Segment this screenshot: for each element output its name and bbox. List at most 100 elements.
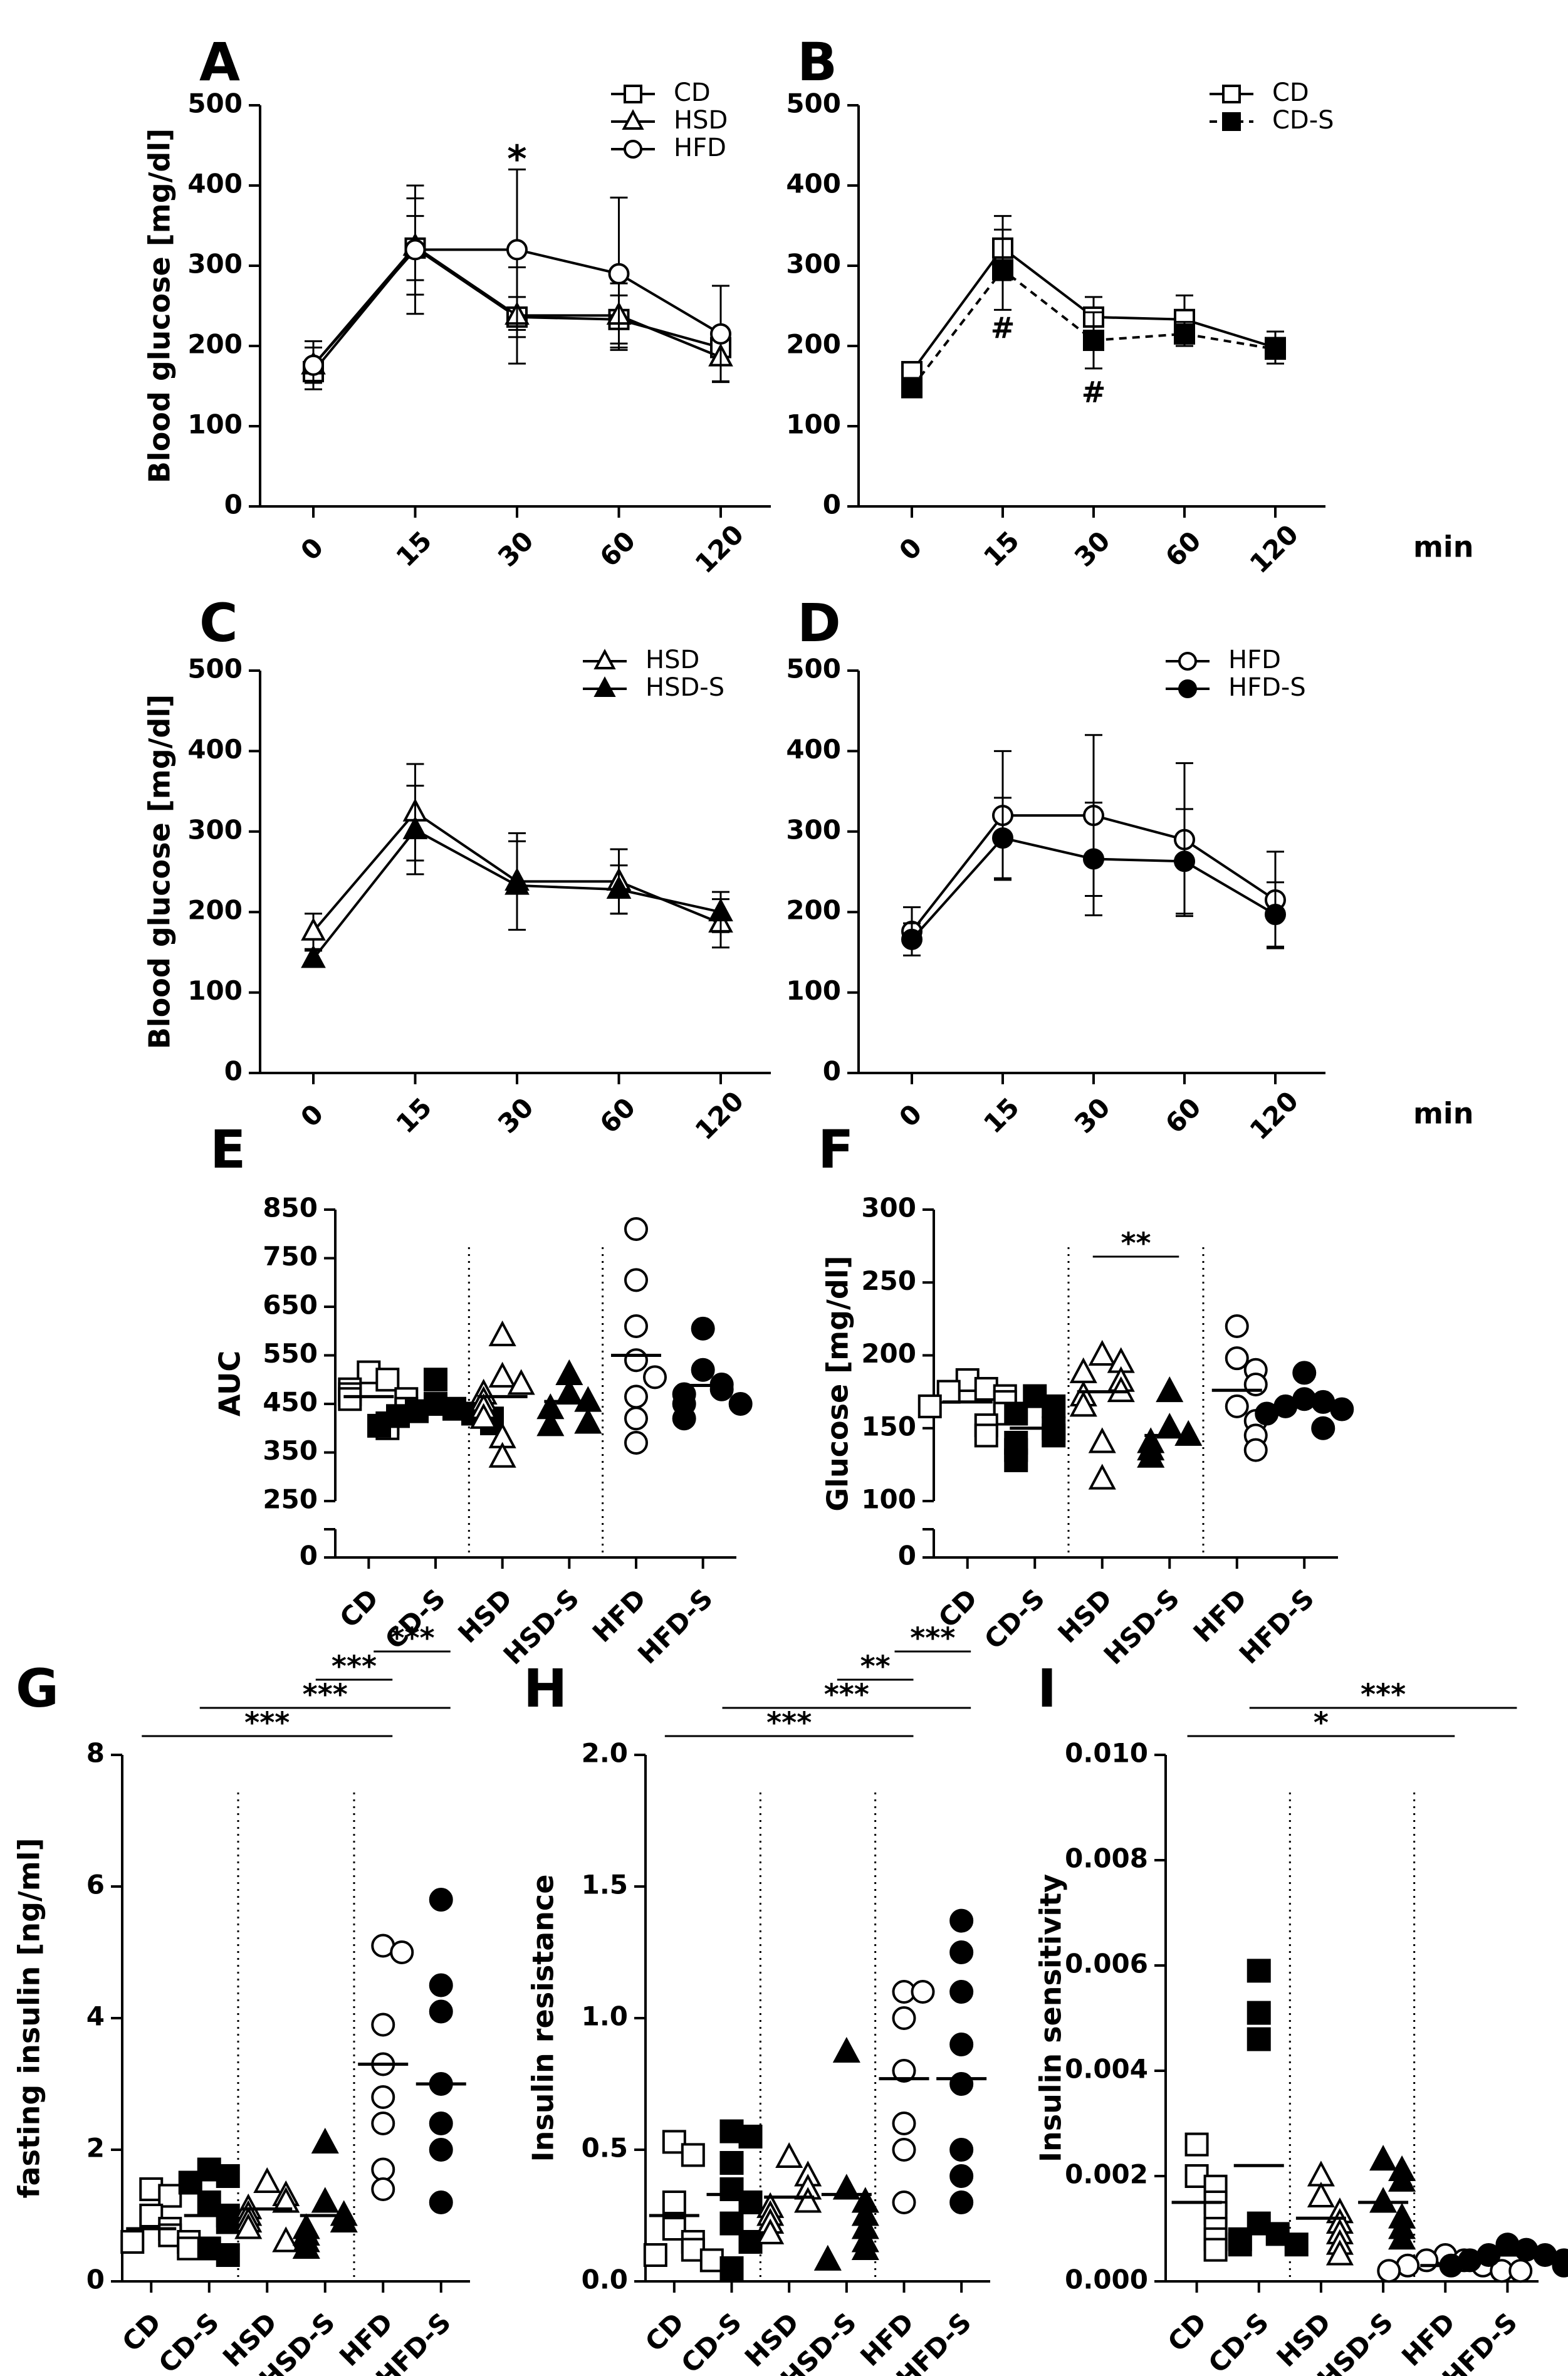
data-point <box>1156 1413 1184 1439</box>
data-point <box>1247 2001 1271 2025</box>
x-tick-label: 30 <box>1069 525 1116 573</box>
data-point <box>1088 1463 1116 1490</box>
data-point <box>691 1358 715 1382</box>
group-CD-S <box>706 2119 763 2280</box>
y-tick-label: 0 <box>898 1541 916 1571</box>
data-point <box>1088 1427 1116 1453</box>
panel-label-A: A <box>199 31 240 93</box>
x-tick-label: 120 <box>689 1086 750 1146</box>
legend-label: HFD <box>1228 646 1281 674</box>
panel-label-H: H <box>523 1658 567 1719</box>
legend-label: HFD <box>674 133 726 162</box>
data-point <box>949 2033 974 2056</box>
y-tick-label: 0 <box>823 489 841 520</box>
x-tick-label: 30 <box>492 525 540 573</box>
significance-annotation: * <box>507 137 526 181</box>
data-point <box>371 2085 395 2109</box>
data-point <box>1265 904 1286 926</box>
data-point <box>851 2234 879 2261</box>
legend-label: CD <box>1272 78 1309 107</box>
data-point <box>608 263 630 285</box>
data-point <box>574 1408 602 1434</box>
y-axis-label: Blood glucose [mg/dl] <box>143 694 177 1049</box>
series-HSD-S <box>301 785 733 968</box>
data-point <box>1228 2232 1252 2257</box>
panel-label-B: B <box>797 31 837 93</box>
data-point <box>429 1973 453 1997</box>
y-tick-label: 300 <box>786 249 841 280</box>
data-point <box>949 2138 974 2162</box>
data-point <box>301 945 326 968</box>
data-point <box>504 871 530 895</box>
significance-label: *** <box>766 1706 812 1740</box>
data-point <box>949 1908 974 1933</box>
y-tick-label: 400 <box>786 169 841 199</box>
y-tick-label: 200 <box>861 1338 916 1369</box>
y-tick-label: 750 <box>263 1241 318 1272</box>
data-point <box>371 2177 395 2201</box>
data-point <box>1325 2239 1354 2266</box>
significance-label: ** <box>1121 1227 1151 1260</box>
data-point <box>1083 848 1104 870</box>
data-point <box>643 1365 667 1389</box>
group-HFD <box>1377 2243 1533 2283</box>
data-point <box>892 2138 916 2162</box>
x-tick-label: 60 <box>593 525 641 573</box>
significance-label: *** <box>910 1621 955 1655</box>
x-tick-label: 120 <box>689 519 750 580</box>
data-point <box>1369 2145 1398 2171</box>
data-point <box>624 1384 648 1409</box>
data-point <box>1184 2132 1209 2157</box>
group-HFD <box>358 1934 414 2201</box>
legend-label: HSD-S <box>645 673 724 702</box>
data-point <box>429 1999 453 2024</box>
data-point <box>1377 2259 1401 2283</box>
data-point <box>488 1361 516 1388</box>
panel-label-D: D <box>797 592 841 654</box>
y-tick-label: 0.008 <box>1065 1843 1148 1874</box>
x-axis-label: min <box>1413 530 1473 564</box>
group-HSD-S <box>1137 1376 1203 1468</box>
data-point <box>1156 1376 1184 1403</box>
panel-label-G: G <box>16 1658 59 1719</box>
y-tick-label: 1.0 <box>582 2001 628 2032</box>
series-HFD-S <box>901 797 1286 957</box>
legend-marker <box>1178 652 1197 671</box>
x-tick-label: HFD-S <box>1233 1583 1320 1670</box>
data-point <box>301 917 326 941</box>
data-point <box>311 2127 339 2154</box>
group-HSD-S <box>292 2127 358 2259</box>
y-axis-label: AUC <box>213 1351 247 1416</box>
y-tick-label: 0.010 <box>1065 1738 1148 1769</box>
data-point <box>624 1314 648 1338</box>
panel-A: A 0 100 200 300 400 500 0 15 30 60 120 Blood glucose… <box>143 31 771 579</box>
data-point <box>506 239 528 261</box>
y-tick-label: 500 <box>187 88 243 119</box>
group-HFD-S <box>1255 1361 1354 1440</box>
data-point <box>1225 1314 1249 1338</box>
y-tick-label: 0.006 <box>1065 1949 1148 1979</box>
legend-marker <box>624 140 642 159</box>
data-point <box>901 928 923 950</box>
panel-C: C 0 100 200 300 400 500 0 15 30 60 120 Blood glucose… <box>143 592 771 1146</box>
data-point <box>1042 1394 1066 1418</box>
data-point <box>507 1369 535 1395</box>
y-tick-label: 500 <box>187 654 243 684</box>
data-point <box>469 1403 498 1429</box>
y-tick-label: 100 <box>187 409 243 440</box>
data-point <box>390 1940 414 1964</box>
y-tick-label: 250 <box>861 1265 916 1296</box>
y-tick-label: 6 <box>86 1870 105 1900</box>
panel-label-F: F <box>818 1119 854 1180</box>
data-point <box>949 1980 974 2004</box>
legend-marker <box>624 85 642 103</box>
y-tick-label: 100 <box>187 975 243 1006</box>
y-tick-label: 450 <box>263 1387 318 1418</box>
x-tick-label: 0 <box>893 1098 928 1133</box>
data-point <box>1004 1448 1028 1472</box>
data-point <box>691 1316 715 1341</box>
data-point <box>216 2243 240 2267</box>
group-HFD-S <box>416 1888 466 2214</box>
